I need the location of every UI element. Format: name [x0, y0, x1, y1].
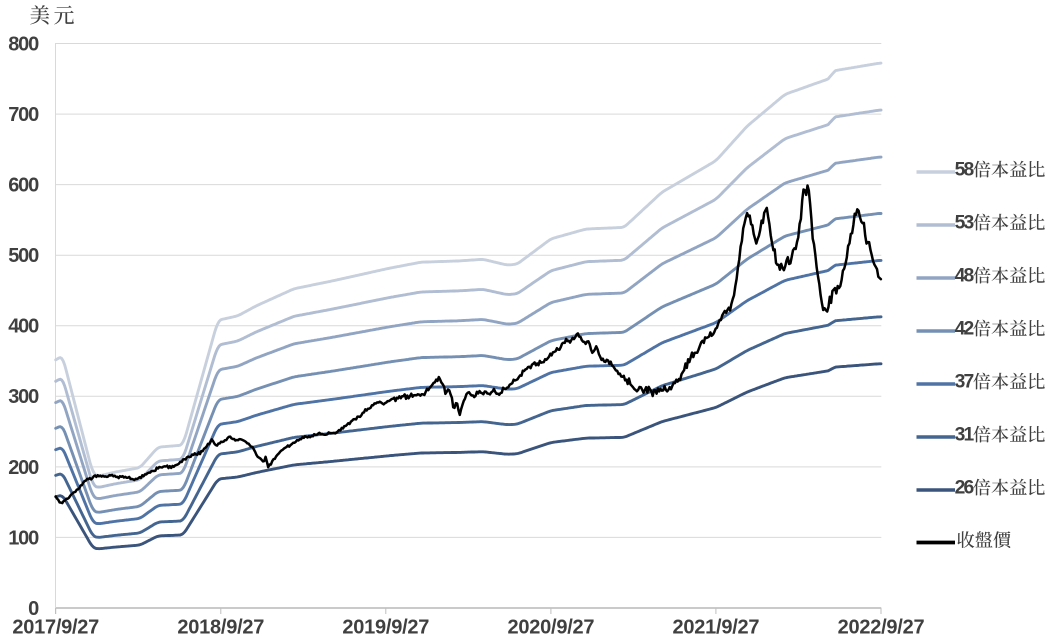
- svg-text:0: 0: [28, 598, 39, 620]
- svg-text:31: 31: [955, 425, 975, 446]
- svg-text:300: 300: [8, 386, 39, 408]
- svg-text:700: 700: [8, 104, 39, 126]
- svg-text:600: 600: [8, 175, 39, 197]
- svg-text:2019/9/27: 2019/9/27: [342, 617, 429, 639]
- svg-text:48: 48: [955, 266, 975, 287]
- svg-text:26: 26: [955, 478, 975, 499]
- svg-text:2021/9/27: 2021/9/27: [673, 617, 760, 639]
- svg-text:37: 37: [955, 372, 974, 393]
- svg-text:500: 500: [8, 245, 39, 267]
- svg-text:200: 200: [8, 457, 39, 479]
- svg-text:2017/9/27: 2017/9/27: [12, 617, 99, 639]
- svg-text:2018/9/27: 2018/9/27: [177, 617, 264, 639]
- svg-text:2020/9/27: 2020/9/27: [508, 617, 595, 639]
- svg-text:2022/9/27: 2022/9/27: [838, 617, 925, 639]
- svg-text:53: 53: [955, 213, 975, 234]
- svg-text:400: 400: [8, 316, 39, 338]
- svg-text:800: 800: [8, 33, 39, 55]
- svg-text:58: 58: [955, 160, 975, 181]
- svg-text:100: 100: [8, 527, 39, 549]
- svg-text:42: 42: [955, 319, 974, 340]
